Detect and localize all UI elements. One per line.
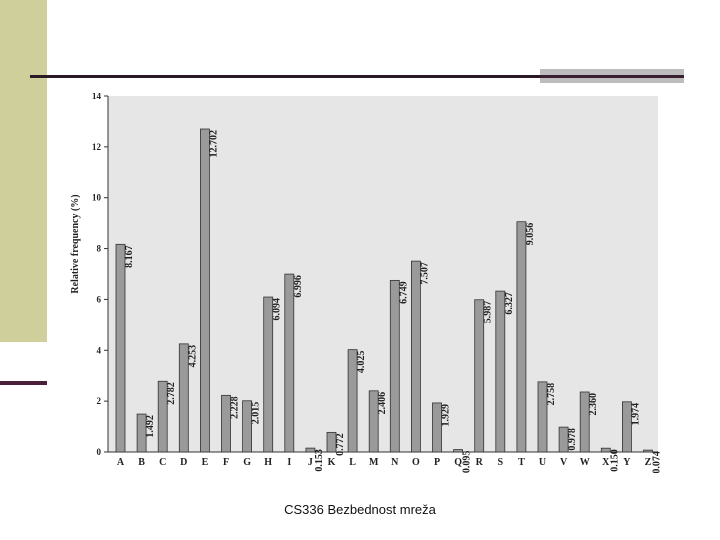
x-category-label: R	[476, 457, 484, 468]
y-tick-label: 6	[97, 294, 102, 304]
bar-value-label: 0.074	[652, 451, 661, 473]
bar	[537, 381, 548, 453]
bar	[389, 279, 400, 453]
bar	[453, 449, 464, 453]
bar-value-label: 6.996	[293, 275, 304, 298]
bar-value-label: 2.360	[588, 393, 599, 416]
bar-value-label: 7.507	[419, 262, 430, 285]
x-category-label: G	[243, 457, 251, 468]
bar-value-label: 0.978	[567, 428, 578, 451]
x-category-label: M	[369, 457, 379, 468]
y-tick-label: 2	[97, 396, 102, 406]
bar	[115, 243, 126, 453]
bar	[136, 413, 147, 453]
bar-value-label: 2.758	[546, 383, 557, 406]
bar	[579, 391, 590, 453]
bar	[178, 343, 189, 453]
x-category-label: U	[539, 457, 546, 468]
y-axis-ticks: 0 2 4 6 8 10 12 14	[92, 93, 108, 457]
x-category-label: Y	[623, 457, 631, 468]
y-tick-label: 12	[92, 142, 102, 152]
bar	[284, 273, 295, 453]
bar-value-label: 0.772	[335, 433, 346, 456]
chart-bars	[115, 128, 653, 453]
bar	[199, 128, 210, 453]
bar	[474, 299, 485, 453]
x-category-label: A	[117, 457, 125, 468]
x-axis-labels: A B C D E F G H I J K L M N O P Q R S T U V W X Y Z	[117, 457, 652, 468]
x-category-label: I	[287, 457, 291, 468]
bar	[643, 449, 653, 453]
y-tick-label: 14	[92, 93, 102, 101]
bar	[368, 390, 379, 453]
bar	[157, 380, 168, 453]
y-tick-label: 8	[97, 244, 102, 254]
x-category-label: Q	[454, 457, 462, 468]
x-category-label: Z	[645, 457, 652, 468]
decorative-top-rule	[30, 75, 540, 78]
bar	[558, 426, 569, 453]
bar-value-label: 2.228	[230, 396, 241, 419]
x-category-label: T	[518, 457, 525, 468]
bar	[516, 221, 527, 453]
bar-value-label: 0.153	[314, 449, 325, 472]
bar	[410, 260, 421, 453]
bar	[263, 296, 274, 453]
y-axis-label: Relative frequency (%)	[70, 194, 81, 293]
letter-frequency-chart: 0 2 4 6 8 10 12 14 8.167 1.492 2.782 4.253 12.702 2.…	[70, 93, 660, 473]
slide-footer: CS336 Bezbednost mreža	[284, 502, 436, 517]
bar	[305, 447, 316, 453]
x-category-label: C	[159, 457, 166, 468]
decorative-top-block	[540, 69, 684, 83]
bar-value-label: 2.015	[251, 402, 262, 425]
x-category-label: B	[138, 457, 145, 468]
x-category-label: S	[498, 457, 504, 468]
x-category-label: V	[560, 457, 568, 468]
x-category-label: E	[202, 457, 209, 468]
bar-value-label: 5.987	[483, 301, 494, 324]
bar-value-label: 8.167	[124, 245, 135, 268]
x-category-label: K	[328, 457, 336, 468]
bar-value-label: 2.782	[166, 382, 177, 405]
bar-value-label: 9.056	[525, 223, 536, 246]
bar	[600, 447, 611, 453]
x-category-label: X	[602, 457, 610, 468]
bar-value-label: 4.025	[356, 351, 367, 374]
bar	[242, 400, 253, 453]
bar-value-label: 1.492	[145, 415, 156, 438]
bar	[495, 290, 506, 453]
x-category-label: J	[308, 457, 313, 468]
bar-value-label: 6.749	[398, 281, 409, 304]
bar-value-label: 0.095	[462, 451, 473, 473]
bar-value-label: 6.094	[272, 298, 283, 321]
plot-background	[108, 96, 658, 452]
x-category-label: H	[264, 457, 272, 468]
bar-value-label: 0.150	[609, 449, 620, 472]
bar	[326, 431, 337, 453]
x-category-label: W	[580, 457, 590, 468]
x-category-label: P	[434, 457, 440, 468]
bar-value-label: 2.406	[377, 392, 388, 415]
bar-value-label: 1.974	[630, 403, 641, 426]
bar-value-label: 4.253	[187, 345, 198, 368]
bar	[347, 349, 358, 453]
bar	[221, 394, 231, 453]
x-category-label: N	[391, 457, 399, 468]
y-tick-label: 10	[92, 193, 102, 203]
y-tick-label: 0	[97, 447, 102, 457]
decorative-side-rule	[0, 381, 47, 385]
y-tick-label: 4	[97, 345, 102, 355]
bar-value-label: 1.929	[441, 404, 452, 427]
x-category-label: O	[412, 457, 420, 468]
bar-value-label: 12.702	[208, 130, 219, 158]
x-category-label: L	[349, 457, 356, 468]
bar	[622, 401, 632, 453]
decorative-side-band	[0, 0, 47, 342]
x-category-label: F	[223, 457, 229, 468]
bar	[432, 402, 442, 453]
bar-value-labels: 8.167 1.492 2.782 4.253 12.702 2.228 2.015 6.09…	[124, 130, 660, 473]
bar-value-label: 6.327	[504, 292, 515, 315]
x-category-label: D	[180, 457, 187, 468]
